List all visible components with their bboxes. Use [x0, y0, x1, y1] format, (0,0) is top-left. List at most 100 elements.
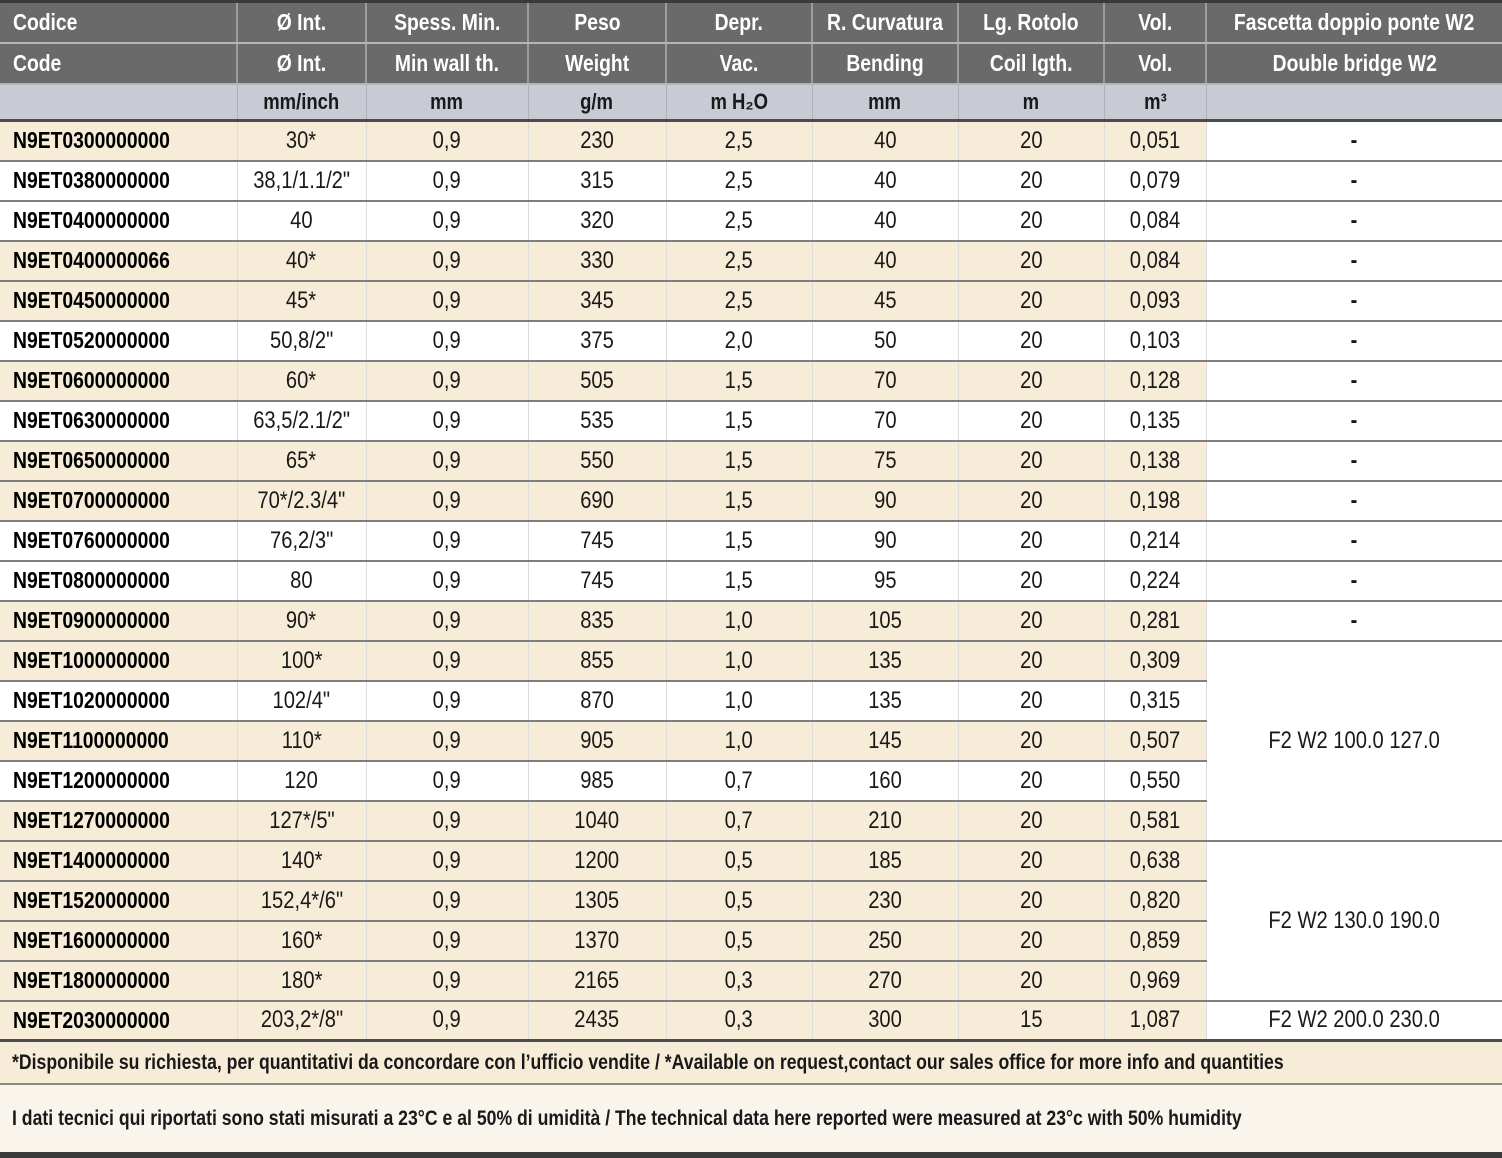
diameter-cell: 100* [236, 640, 366, 682]
header-cell-it-3: Peso [527, 1, 666, 44]
min_wall-cell: 0,9 [365, 800, 528, 842]
header-cell-unit-5: mm [811, 83, 958, 122]
table-row-N9ET1200000000: N9ET1200000000 120 0,9 985 0,7 160 20 0,550 [0, 760, 1502, 802]
weight-cell: 375 [527, 320, 666, 362]
spec-table-body: N9ET0300000000 30* 0,9 230 2,5 40 20 0,051- N9ET… [0, 120, 1502, 1042]
volume-cell: 0,103 [1103, 320, 1206, 362]
clamp-dash-cell: - [1205, 200, 1502, 242]
code-cell: N9ET0450000000 [0, 280, 237, 322]
table-row-N9ET0700000000: N9ET0700000000 70*/2.3/4" 0,9 690 1,5 90 20 0,1… [0, 480, 1502, 522]
table-row-N9ET0400000066: N9ET0400000066 40* 0,9 330 2,5 40 20 0,084- [0, 240, 1502, 282]
coil-cell: 20 [957, 160, 1104, 202]
clamp-header-cell-it-8: Fascetta doppio ponte W2 [1205, 1, 1502, 44]
header-cell-unit-1: mm/inch [236, 83, 366, 122]
vacuum-cell: 1,5 [665, 440, 812, 482]
weight-cell: 855 [527, 640, 666, 682]
volume-cell: 0,128 [1103, 360, 1206, 402]
coil-cell: 20 [957, 200, 1104, 242]
weight-cell: 230 [527, 120, 666, 162]
code-cell: N9ET0300000000 [0, 120, 237, 162]
weight-cell: 1200 [527, 840, 666, 882]
coil-cell: 20 [957, 240, 1104, 282]
bending-cell: 185 [811, 840, 958, 882]
weight-cell: 345 [527, 280, 666, 322]
weight-cell: 745 [527, 560, 666, 602]
clamp-dash-cell: - [1205, 160, 1502, 202]
vacuum-cell: 2,0 [665, 320, 812, 362]
header-cell-unit-6: m [957, 83, 1104, 122]
vacuum-cell: 0,5 [665, 880, 812, 922]
diameter-cell: 120 [236, 760, 366, 802]
footnote-availability: *Disponibile su richiesta, per quantitat… [0, 1042, 1502, 1085]
vacuum-cell: 0,7 [665, 800, 812, 842]
bending-cell: 300 [811, 1000, 958, 1042]
volume-cell: 0,969 [1103, 960, 1206, 1002]
volume-cell: 0,581 [1103, 800, 1206, 842]
clamp-group-cell: F2 W2 100.0 127.0 [1205, 640, 1502, 842]
table-row-N9ET1270000000: N9ET1270000000 127*/5" 0,9 1040 0,7 210 20 0,58… [0, 800, 1502, 842]
table-row-N9ET1020000000: N9ET1020000000 102/4" 0,9 870 1,0 135 20 0,315 [0, 680, 1502, 722]
spec-table-header: Codice Ø Int. Spess. Min. Peso Depr. R. Curva… [0, 1, 1502, 122]
header-cell-it-2: Spess. Min. [365, 1, 528, 44]
min_wall-cell: 0,9 [365, 600, 528, 642]
min_wall-cell: 0,9 [365, 1000, 528, 1042]
bottom-rule [0, 1152, 1502, 1158]
bending-cell: 70 [811, 400, 958, 442]
volume-cell: 0,638 [1103, 840, 1206, 882]
table-row-N9ET0630000000: N9ET0630000000 63,5/2.1/2" 0,9 535 1,5 70 20 0,… [0, 400, 1502, 442]
coil-cell: 20 [957, 440, 1104, 482]
table-row-N9ET1000000000: N9ET1000000000 100* 0,9 855 1,0 135 20 0,309 F2 … [0, 640, 1502, 842]
code-cell: N9ET0520000000 [0, 320, 237, 362]
volume-cell: 0,135 [1103, 400, 1206, 442]
weight-cell: 330 [527, 240, 666, 282]
weight-cell: 535 [527, 400, 666, 442]
weight-cell: 905 [527, 720, 666, 762]
code-cell: N9ET0760000000 [0, 520, 237, 562]
table-row-N9ET0800000000: N9ET0800000000 80 0,9 745 1,5 95 20 0,224- [0, 560, 1502, 602]
code-cell: N9ET1000000000 [0, 640, 237, 682]
vacuum-cell: 2,5 [665, 240, 812, 282]
clamp-dash-cell: - [1205, 320, 1502, 362]
code-cell: N9ET0630000000 [0, 400, 237, 442]
min_wall-cell: 0,9 [365, 720, 528, 762]
diameter-cell: 140* [236, 840, 366, 882]
vacuum-cell: 1,0 [665, 640, 812, 682]
vacuum-cell: 1,5 [665, 400, 812, 442]
header-cell-unit-7: m³ [1103, 83, 1206, 122]
weight-cell: 745 [527, 520, 666, 562]
diameter-cell: 60* [236, 360, 366, 402]
clamp-dash-cell: - [1205, 240, 1502, 282]
coil-cell: 20 [957, 880, 1104, 922]
diameter-cell: 80 [236, 560, 366, 602]
header-cell-en-7: Vol. [1103, 42, 1206, 85]
coil-cell: 20 [957, 280, 1104, 322]
diameter-cell: 152,4*/6" [236, 880, 366, 922]
table-row-N9ET0400000000: N9ET0400000000 40 0,9 320 2,5 40 20 0,084- [0, 200, 1502, 242]
clamp-dash-cell: - [1205, 560, 1502, 602]
coil-cell: 20 [957, 120, 1104, 162]
bending-cell: 50 [811, 320, 958, 362]
vacuum-cell: 2,5 [665, 160, 812, 202]
vacuum-cell: 1,5 [665, 560, 812, 602]
code-cell: N9ET0700000000 [0, 480, 237, 522]
table-row-N9ET0760000000: N9ET0760000000 76,2/3" 0,9 745 1,5 90 20 0,214- [0, 520, 1502, 562]
table-row-N9ET0600000000: N9ET0600000000 60* 0,9 505 1,5 70 20 0,128- [0, 360, 1502, 402]
min_wall-cell: 0,9 [365, 320, 528, 362]
min_wall-cell: 0,9 [365, 280, 528, 322]
table-row-N9ET0650000000: N9ET0650000000 65* 0,9 550 1,5 75 20 0,138- [0, 440, 1502, 482]
weight-cell: 985 [527, 760, 666, 802]
table-row-N9ET0900000000: N9ET0900000000 90* 0,9 835 1,0 105 20 0,281- [0, 600, 1502, 642]
code-cell: N9ET0800000000 [0, 560, 237, 602]
vacuum-cell: 0,5 [665, 920, 812, 962]
code-cell: N9ET0400000000 [0, 200, 237, 242]
volume-cell: 0,309 [1103, 640, 1206, 682]
volume-cell: 0,214 [1103, 520, 1206, 562]
weight-cell: 550 [527, 440, 666, 482]
table-row-N9ET1800000000: N9ET1800000000 180* 0,9 2165 0,3 270 20 0,969 [0, 960, 1502, 1002]
coil-cell: 20 [957, 480, 1104, 522]
code-cell: N9ET1020000000 [0, 680, 237, 722]
code-cell: N9ET0380000000 [0, 160, 237, 202]
coil-cell: 20 [957, 400, 1104, 442]
bending-cell: 40 [811, 120, 958, 162]
bending-cell: 270 [811, 960, 958, 1002]
